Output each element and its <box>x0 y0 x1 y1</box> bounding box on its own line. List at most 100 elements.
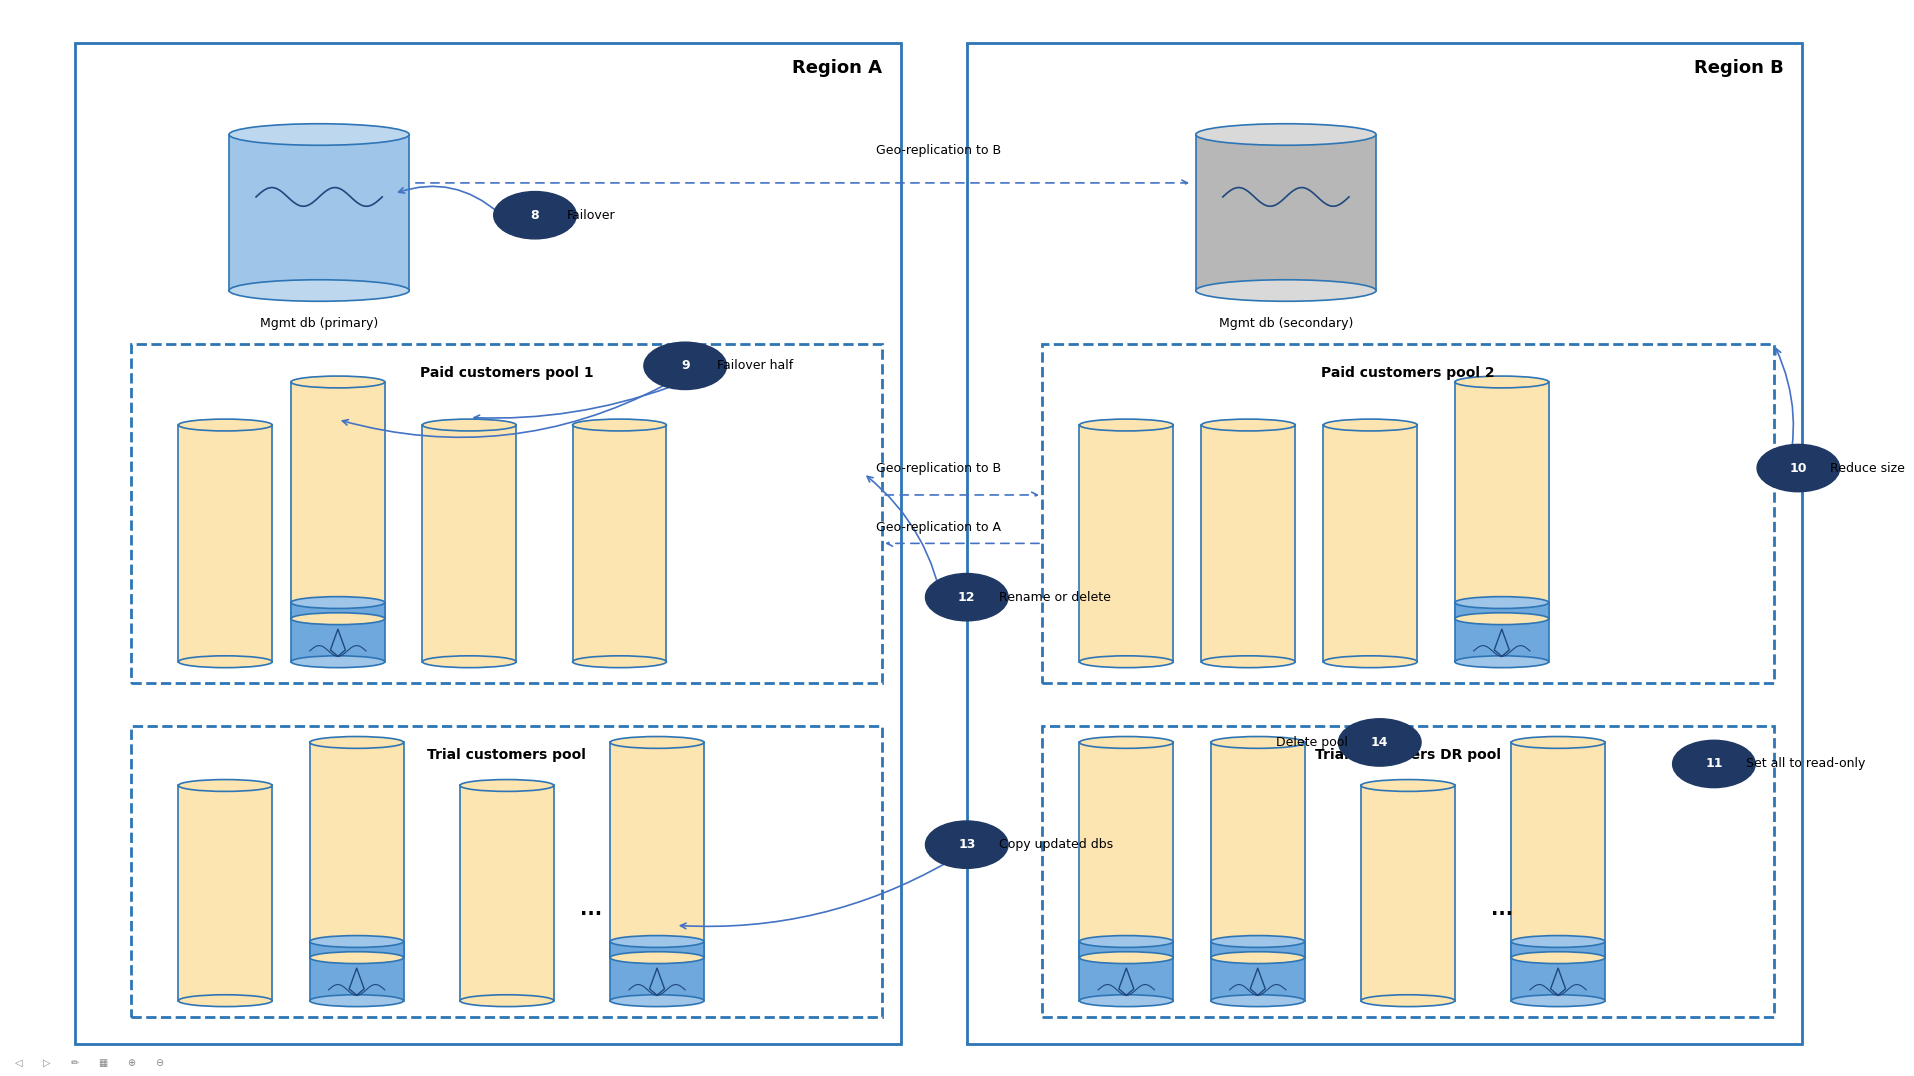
Polygon shape <box>1510 742 1604 958</box>
Text: 10: 10 <box>1790 462 1807 475</box>
Text: Mgmt db (secondary): Mgmt db (secondary) <box>1217 317 1353 330</box>
Ellipse shape <box>1455 596 1548 609</box>
Polygon shape <box>572 425 666 662</box>
Circle shape <box>1671 740 1755 788</box>
Text: ▦: ▦ <box>100 1058 107 1068</box>
Ellipse shape <box>1194 280 1376 301</box>
Ellipse shape <box>1510 994 1604 1007</box>
Ellipse shape <box>459 994 553 1007</box>
Ellipse shape <box>1079 736 1173 749</box>
Polygon shape <box>611 742 704 958</box>
Polygon shape <box>459 785 553 1001</box>
Text: Geo-replication to B: Geo-replication to B <box>875 144 1001 157</box>
Ellipse shape <box>1079 994 1173 1007</box>
Circle shape <box>643 342 725 390</box>
Ellipse shape <box>1079 656 1173 667</box>
Ellipse shape <box>1210 736 1303 749</box>
Text: Failover: Failover <box>567 209 614 222</box>
Text: Set all to read-only: Set all to read-only <box>1746 758 1864 770</box>
Polygon shape <box>291 603 385 662</box>
Circle shape <box>924 821 1007 868</box>
Polygon shape <box>178 785 272 1001</box>
Ellipse shape <box>1194 124 1376 145</box>
Ellipse shape <box>1210 935 1303 948</box>
Text: Geo-replication to A: Geo-replication to A <box>877 521 1001 534</box>
Ellipse shape <box>310 736 404 749</box>
Polygon shape <box>1210 942 1303 1001</box>
Text: ⊖: ⊖ <box>155 1058 163 1068</box>
Ellipse shape <box>1510 935 1604 948</box>
Ellipse shape <box>1323 419 1416 431</box>
Polygon shape <box>1323 425 1416 662</box>
Ellipse shape <box>291 656 385 667</box>
Text: ⊕: ⊕ <box>126 1058 136 1068</box>
Ellipse shape <box>423 656 517 667</box>
Text: Trial customers pool: Trial customers pool <box>427 748 586 762</box>
Polygon shape <box>1200 425 1294 662</box>
Polygon shape <box>1079 742 1173 958</box>
Ellipse shape <box>1200 419 1294 431</box>
Text: Trial customers DR pool: Trial customers DR pool <box>1315 748 1501 762</box>
Ellipse shape <box>230 280 410 301</box>
Ellipse shape <box>291 613 385 624</box>
Circle shape <box>924 574 1007 621</box>
Polygon shape <box>1079 942 1173 1001</box>
Circle shape <box>1757 444 1839 492</box>
Polygon shape <box>178 425 272 662</box>
Ellipse shape <box>572 656 666 667</box>
Polygon shape <box>1455 603 1548 662</box>
Ellipse shape <box>611 994 704 1007</box>
Text: Paid customers pool 2: Paid customers pool 2 <box>1321 366 1495 380</box>
Ellipse shape <box>291 596 385 609</box>
Ellipse shape <box>1361 994 1455 1007</box>
Ellipse shape <box>1079 951 1173 964</box>
Text: 9: 9 <box>681 359 689 372</box>
Text: 13: 13 <box>957 838 974 851</box>
Text: ...: ... <box>1489 900 1512 919</box>
Ellipse shape <box>291 377 385 388</box>
Text: Geo-replication to B: Geo-replication to B <box>875 462 1001 475</box>
Polygon shape <box>310 742 404 958</box>
Text: 14: 14 <box>1370 736 1388 749</box>
Text: 12: 12 <box>957 591 974 604</box>
Text: Rename or delete: Rename or delete <box>999 591 1110 604</box>
Ellipse shape <box>1455 377 1548 388</box>
Text: Reduce size: Reduce size <box>1830 462 1904 475</box>
Ellipse shape <box>178 419 272 431</box>
Polygon shape <box>423 425 517 662</box>
Text: Mgmt db (primary): Mgmt db (primary) <box>260 317 379 330</box>
Ellipse shape <box>611 736 704 749</box>
Polygon shape <box>611 942 704 1001</box>
Ellipse shape <box>611 935 704 948</box>
Ellipse shape <box>1510 951 1604 964</box>
Polygon shape <box>1079 425 1173 662</box>
Polygon shape <box>1455 382 1548 619</box>
Ellipse shape <box>178 779 272 792</box>
Text: Region A: Region A <box>792 59 882 77</box>
Polygon shape <box>230 134 410 291</box>
Polygon shape <box>1194 134 1376 291</box>
Ellipse shape <box>1323 656 1416 667</box>
Ellipse shape <box>1455 656 1548 667</box>
Ellipse shape <box>423 419 517 431</box>
Ellipse shape <box>1210 951 1303 964</box>
Circle shape <box>494 192 576 239</box>
Text: Delete pool: Delete pool <box>1275 736 1347 749</box>
Circle shape <box>1338 719 1420 766</box>
Polygon shape <box>310 942 404 1001</box>
Polygon shape <box>291 382 385 619</box>
Polygon shape <box>1510 942 1604 1001</box>
Text: ✏: ✏ <box>71 1058 78 1068</box>
Text: ...: ... <box>580 900 603 919</box>
Ellipse shape <box>611 951 704 964</box>
Text: 8: 8 <box>530 209 540 222</box>
Text: Failover half: Failover half <box>716 359 792 372</box>
Ellipse shape <box>310 994 404 1007</box>
Ellipse shape <box>310 935 404 948</box>
Text: ◁: ◁ <box>15 1058 23 1068</box>
Ellipse shape <box>1455 613 1548 624</box>
Text: Copy updated dbs: Copy updated dbs <box>999 838 1112 851</box>
Ellipse shape <box>230 124 410 145</box>
Ellipse shape <box>1361 779 1455 792</box>
Polygon shape <box>1361 785 1455 1001</box>
